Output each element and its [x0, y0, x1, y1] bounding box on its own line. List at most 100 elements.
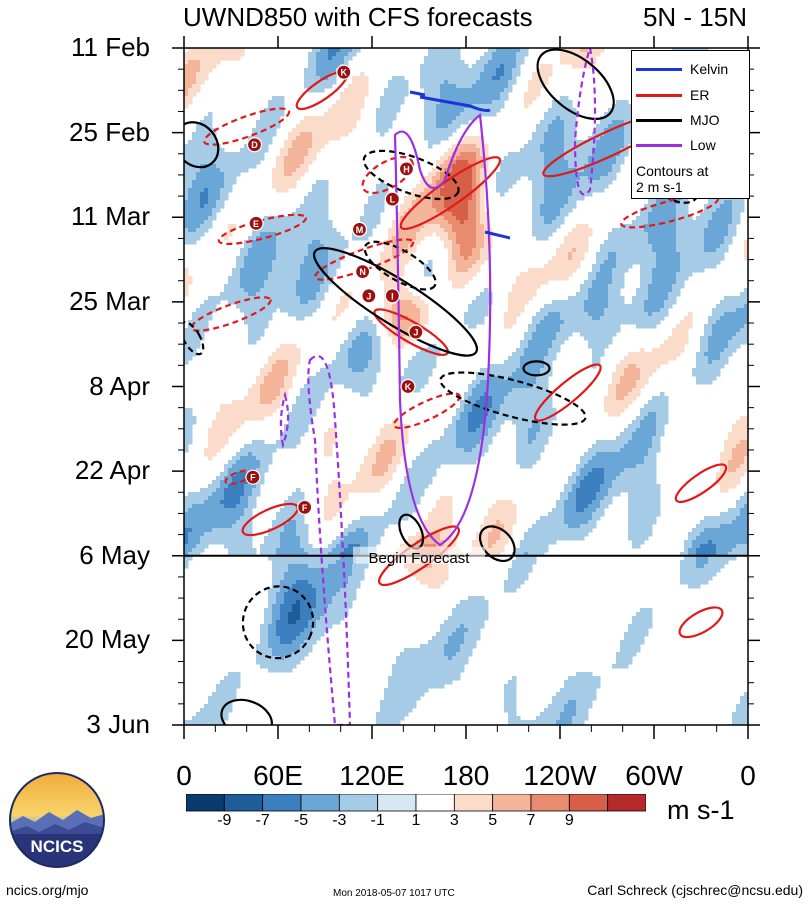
field-cell: [432, 128, 437, 133]
field-cell: [448, 152, 453, 157]
field-cell: [228, 152, 233, 157]
field-cell: [316, 116, 321, 121]
field-cell: [672, 256, 677, 261]
field-cell: [464, 96, 469, 101]
field-cell: [252, 280, 257, 285]
field-cell: [600, 184, 605, 189]
field-cell: [548, 188, 553, 193]
field-cell: [204, 156, 209, 161]
field-cell: [628, 132, 633, 137]
field-cell: [664, 280, 669, 285]
field-cell: [204, 312, 209, 317]
field-cell: [560, 272, 565, 277]
field-cell: [384, 300, 389, 305]
field-cell: [724, 224, 729, 229]
field-cell: [584, 172, 589, 177]
field-cell: [200, 48, 205, 53]
field-cell: [248, 292, 253, 297]
field-cell: [640, 316, 645, 321]
field-cell: [188, 280, 193, 285]
field-cell: [328, 48, 333, 53]
field-cell: [472, 204, 477, 209]
field-cell: [200, 68, 205, 73]
field-cell: [260, 288, 265, 293]
field-cell: [572, 48, 577, 53]
field-cell: [556, 272, 561, 277]
field-cell: [444, 88, 449, 93]
field-cell: [212, 172, 217, 177]
field-cell: [584, 236, 589, 241]
field-cell: [492, 108, 497, 113]
field-cell: [456, 56, 461, 61]
field-cell: [712, 208, 717, 213]
field-cell: [336, 304, 341, 309]
field-cell: [516, 156, 521, 161]
field-cell: [408, 224, 413, 229]
field-cell: [340, 60, 345, 65]
field-cell: [560, 96, 565, 101]
field-cell: [640, 244, 645, 249]
field-cell: [336, 52, 341, 57]
field-cell: [700, 244, 705, 249]
field-cell: [328, 80, 333, 85]
field-cell: [280, 284, 285, 289]
field-cell: [232, 52, 237, 57]
field-cell: [740, 304, 745, 309]
field-cell: [532, 144, 537, 149]
field-cell: [556, 256, 561, 261]
field-cell: [560, 216, 565, 221]
field-cell: [388, 124, 393, 129]
field-cell: [292, 164, 297, 169]
field-cell: [264, 288, 269, 293]
field-cell: [444, 236, 449, 241]
field-cell: [548, 304, 553, 309]
field-cell: [656, 304, 661, 309]
field-cell: [408, 312, 413, 317]
field-cell: [676, 292, 681, 297]
field-cell: [548, 124, 553, 129]
field-cell: [436, 160, 441, 165]
field-cell: [216, 48, 221, 53]
field-cell: [600, 48, 605, 53]
field-cell: [628, 116, 633, 121]
field-cell: [408, 304, 413, 309]
field-cell: [580, 296, 585, 301]
field-cell: [596, 276, 601, 281]
field-cell: [192, 212, 197, 217]
field-cell: [184, 88, 189, 93]
field-cell: [224, 48, 229, 53]
field-cell: [468, 204, 473, 209]
field-cell: [620, 144, 625, 149]
field-cell: [448, 264, 453, 269]
field-cell: [468, 244, 473, 249]
field-cell: [680, 208, 685, 213]
field-cell: [504, 160, 509, 165]
field-cell: [364, 80, 369, 85]
field-cell: [392, 100, 397, 105]
field-cell: [568, 252, 573, 257]
field-cell: [264, 284, 269, 289]
field-cell: [680, 264, 685, 269]
field-cell: [324, 224, 329, 229]
field-cell: [472, 180, 477, 185]
field-cell: [620, 160, 625, 165]
field-cell: [276, 264, 281, 269]
field-cell: [456, 160, 461, 165]
field-cell: [528, 292, 533, 297]
field-cell: [424, 200, 429, 205]
field-cell: [320, 68, 325, 73]
field-cell: [268, 276, 273, 281]
field-cell: [704, 220, 709, 225]
field-cell: [576, 52, 581, 57]
field-cell: [628, 104, 633, 109]
field-cell: [280, 104, 285, 109]
field-cell: [328, 64, 333, 69]
field-cell: [308, 304, 313, 309]
field-cell: [472, 228, 477, 233]
field-cell: [532, 184, 537, 189]
field-cell: [400, 224, 405, 229]
field-cell: [456, 156, 461, 161]
field-cell: [560, 100, 565, 105]
field-cell: [480, 232, 485, 237]
field-cell: [376, 220, 381, 225]
